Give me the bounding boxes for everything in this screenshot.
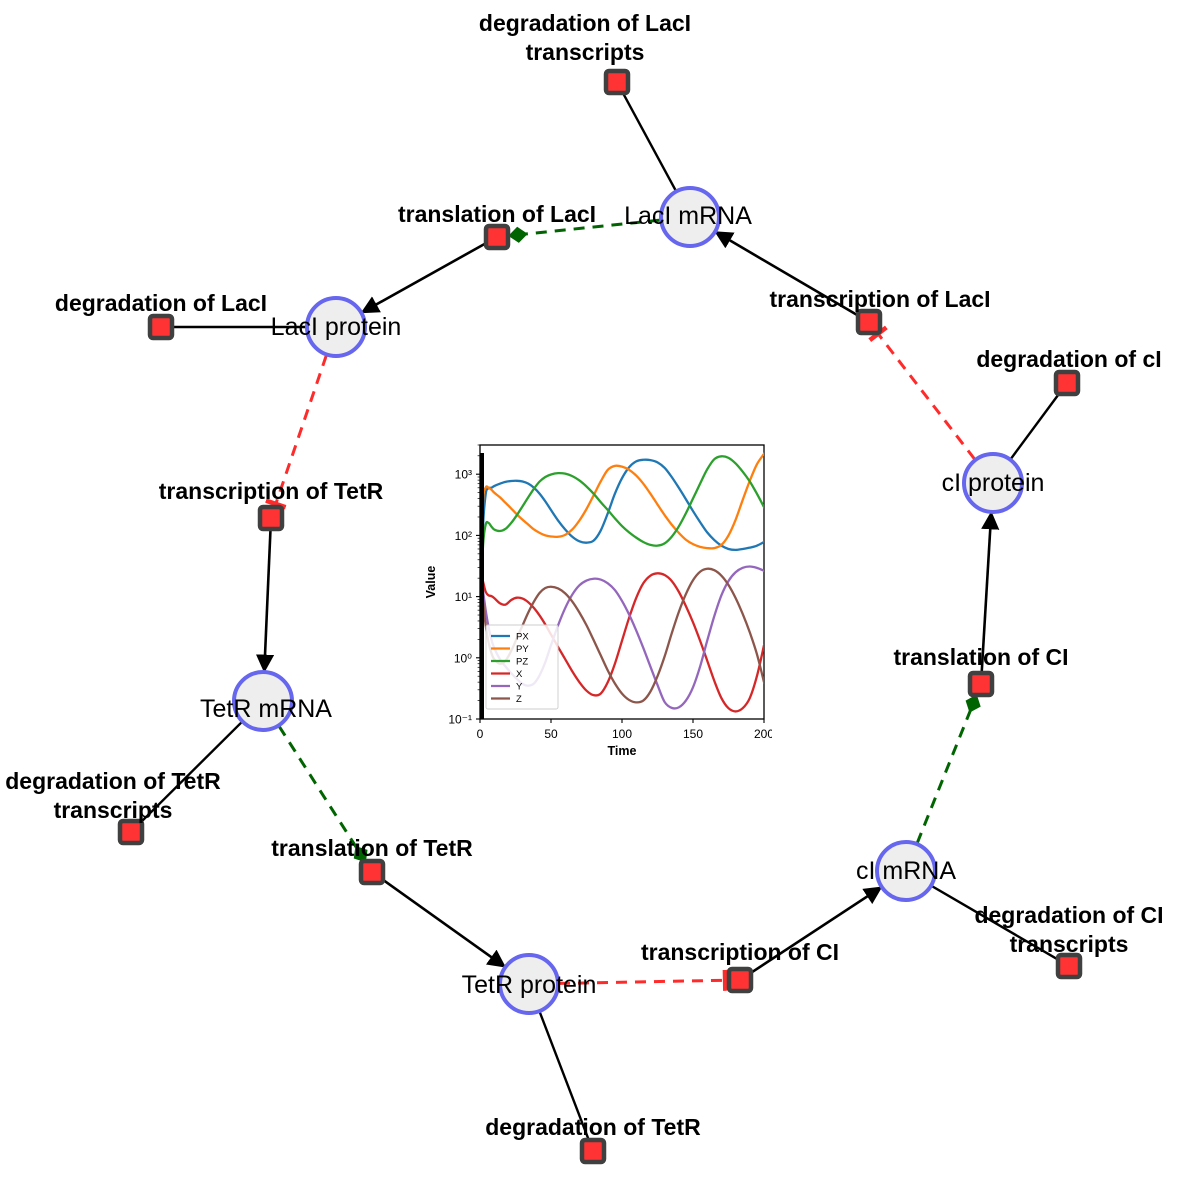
edge-degradation — [138, 720, 244, 825]
series-line-PY — [480, 452, 764, 630]
species-node[interactable] — [305, 296, 367, 358]
reaction-label: degradation of TetR — [485, 1114, 701, 1140]
reaction-node[interactable] — [257, 504, 285, 532]
species-label: cI protein — [942, 469, 1045, 497]
label-layer: LacI mRNA LacI protein TetR mRNA TetR prote… — [5, 10, 1163, 1140]
reaction-node[interactable] — [603, 68, 631, 96]
species-label: cI mRNA — [856, 857, 956, 885]
y-tick-label: 10³ — [455, 468, 472, 482]
legend-label-PY: PY — [516, 644, 529, 655]
legend-label-PX: PX — [516, 631, 529, 642]
reaction-label: degradation of TetR transcripts — [5, 768, 221, 823]
species-node[interactable] — [498, 953, 560, 1015]
reaction-node[interactable] — [147, 313, 175, 341]
x-tick-label: 200 — [754, 727, 772, 741]
reaction-node[interactable] — [1055, 952, 1083, 980]
edge-product — [255, 529, 275, 673]
plot-ticks: 0 50 100 150 200 10⁻¹ 10⁰ 10¹ 10² 10³ — [448, 444, 772, 741]
species-label: TetR mRNA — [200, 695, 332, 723]
reaction-label: translation of LacI — [398, 201, 596, 227]
legend-label-PZ: PZ — [516, 656, 528, 667]
reaction-node[interactable] — [967, 670, 995, 698]
edge-degradation — [621, 91, 678, 193]
edge-product — [749, 886, 883, 975]
reaction-label: degradation of LacI — [55, 290, 267, 316]
x-axis-title: Time — [608, 744, 637, 757]
edge-inhibition — [868, 325, 976, 461]
edge-catalysis — [277, 725, 368, 863]
y-tick-label: 10⁻¹ — [448, 713, 472, 727]
species-label: TetR protein — [462, 971, 597, 999]
legend-label-Y: Y — [516, 681, 523, 692]
species-node[interactable] — [232, 670, 294, 732]
legend-label-Z: Z — [516, 694, 522, 705]
y-tick-label: 10² — [455, 529, 472, 543]
species-node[interactable] — [875, 840, 937, 902]
edge-product — [381, 877, 507, 968]
reaction-node[interactable] — [483, 223, 511, 251]
x-tick-label: 50 — [544, 727, 558, 741]
timeseries-inset-plot: 0 50 100 150 200 10⁻¹ 10⁰ 10¹ 10² 10³ PX PY PZ X Y Z T… — [417, 437, 772, 757]
species-node[interactable] — [659, 186, 721, 248]
series-line-X — [480, 571, 764, 713]
edge-catalysis — [508, 218, 661, 243]
legend-label-X: X — [516, 669, 523, 680]
reaction-label: transcription of TetR — [159, 478, 384, 504]
edge-inhibition — [265, 354, 328, 510]
reaction-label: degradation of LacI transcripts — [479, 10, 691, 65]
reaction-node[interactable] — [726, 966, 754, 994]
edge-product — [360, 241, 488, 314]
reaction-label: translation of TetR — [271, 835, 473, 861]
edge-degradation — [1009, 391, 1061, 461]
reaction-node[interactable] — [1053, 369, 1081, 397]
edge-degradation — [930, 884, 1060, 961]
reaction-node[interactable] — [117, 818, 145, 846]
series-line-PX — [480, 458, 764, 630]
reaction-label: transcription of CI — [641, 939, 839, 965]
series-line-PZ — [480, 455, 764, 630]
reaction-node[interactable] — [579, 1137, 607, 1165]
edge-product — [714, 231, 860, 318]
species-node[interactable] — [962, 452, 1024, 514]
edge-inhibition — [558, 969, 728, 991]
x-tick-label: 150 — [683, 727, 703, 741]
y-tick-label: 10⁰ — [454, 651, 472, 665]
reaction-label: transcription of LacI — [769, 286, 990, 312]
x-tick-label: 0 — [477, 727, 484, 741]
edge-product — [980, 511, 1000, 673]
edge-degradation — [538, 1010, 590, 1141]
x-tick-label: 100 — [612, 727, 632, 741]
edge-catalysis — [915, 694, 981, 844]
reaction-label: degradation of CI transcripts — [974, 902, 1163, 957]
reaction-node[interactable] — [358, 858, 386, 886]
legend-box — [485, 624, 559, 710]
node-layer — [117, 68, 1083, 1165]
species-label: LacI mRNA — [624, 202, 752, 230]
reaction-node[interactable] — [855, 308, 883, 336]
reaction-label: degradation of cI — [976, 346, 1161, 372]
species-label: LacI protein — [271, 313, 402, 341]
y-axis-title: Value — [424, 566, 438, 599]
y-tick-label: 10¹ — [455, 590, 472, 604]
edge-layer — [138, 91, 1061, 1141]
reaction-label: translation of CI — [893, 644, 1068, 670]
